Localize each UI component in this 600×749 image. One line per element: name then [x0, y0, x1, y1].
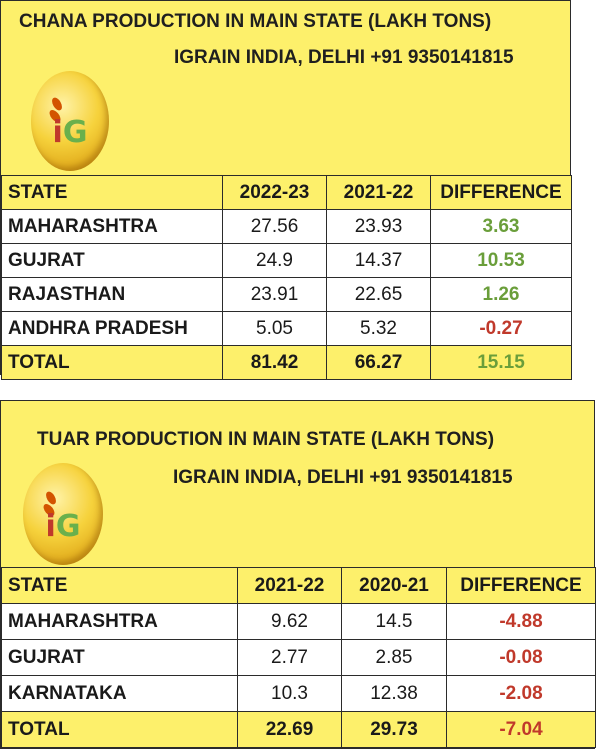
tuar-table: STATE 2021-22 2020-21 DIFFERENCE MAHARAS… [1, 567, 596, 748]
table-header-row: STATE 2021-22 2020-21 DIFFERENCE [1, 567, 596, 604]
table-row: RAJASTHAN 23.91 22.65 1.26 [1, 277, 572, 312]
table-row: KARNATAKA 10.3 12.38 -2.08 [1, 675, 596, 712]
state-cell: GUJRAT [1, 243, 223, 278]
header-state: STATE [1, 567, 238, 604]
total-difference: 15.15 [430, 345, 572, 380]
table-row: GUJRAT 2.77 2.85 -0.08 [1, 639, 596, 676]
total-difference: -7.04 [446, 711, 596, 748]
logo-text: iG [45, 509, 81, 544]
header-year-2: 2020-21 [341, 567, 447, 604]
header-year-1: 2022-23 [222, 175, 327, 210]
value-cell: 23.91 [222, 277, 327, 312]
state-cell: MAHARASHTRA [1, 209, 223, 244]
table-total-row: TOTAL 81.42 66.27 15.15 [1, 345, 572, 380]
difference-cell: 10.53 [430, 243, 572, 278]
total-value: 22.69 [237, 711, 342, 748]
table-total-row: TOTAL 22.69 29.73 -7.04 [1, 711, 596, 748]
header-difference: DIFFERENCE [430, 175, 572, 210]
difference-cell: 1.26 [430, 277, 572, 312]
chana-title: CHANA PRODUCTION IN MAIN STATE (LAKH TON… [19, 11, 492, 32]
total-value: 66.27 [326, 345, 431, 380]
total-value: 81.42 [222, 345, 327, 380]
table-header-row: STATE 2022-23 2021-22 DIFFERENCE [1, 175, 572, 210]
header-year-1: 2021-22 [237, 567, 342, 604]
chana-panel: CHANA PRODUCTION IN MAIN STATE (LAKH TON… [0, 0, 572, 380]
difference-cell: -0.08 [446, 639, 596, 676]
difference-cell: -0.27 [430, 311, 572, 346]
header-year-2: 2021-22 [326, 175, 431, 210]
header-state: STATE [1, 175, 223, 210]
chana-table: STATE 2022-23 2021-22 DIFFERENCE MAHARAS… [1, 175, 572, 380]
table-row: GUJRAT 24.9 14.37 10.53 [1, 243, 572, 278]
value-cell: 22.65 [326, 277, 431, 312]
tuar-title: TUAR PRODUCTION IN MAIN STATE (LAKH TONS… [37, 429, 495, 450]
tuar-subtitle: IGRAIN INDIA, DELHI +91 9350141815 [173, 467, 513, 488]
table-row: ANDHRA PRADESH 5.05 5.32 -0.27 [1, 311, 572, 346]
table-row: MAHARASHTRA 9.62 14.5 -4.88 [1, 603, 596, 640]
total-label: TOTAL [1, 345, 223, 380]
value-cell: 12.38 [341, 675, 447, 712]
difference-cell: 3.63 [430, 209, 572, 244]
state-cell: ANDHRA PRADESH [1, 311, 223, 346]
tuar-panel: TUAR PRODUCTION IN MAIN STATE (LAKH TONS… [0, 400, 596, 749]
state-cell: MAHARASHTRA [1, 603, 238, 640]
value-cell: 24.9 [222, 243, 327, 278]
value-cell: 9.62 [237, 603, 342, 640]
value-cell: 14.5 [341, 603, 447, 640]
value-cell: 27.56 [222, 209, 327, 244]
logo-text: iG [52, 115, 88, 150]
value-cell: 14.37 [326, 243, 431, 278]
igrain-logo: iG [31, 71, 109, 171]
igrain-logo: iG [23, 463, 103, 565]
state-cell: KARNATAKA [1, 675, 238, 712]
value-cell: 2.77 [237, 639, 342, 676]
value-cell: 5.32 [326, 311, 431, 346]
state-cell: RAJASTHAN [1, 277, 223, 312]
value-cell: 23.93 [326, 209, 431, 244]
state-cell: GUJRAT [1, 639, 238, 676]
header-difference: DIFFERENCE [446, 567, 596, 604]
difference-cell: -2.08 [446, 675, 596, 712]
total-value: 29.73 [341, 711, 447, 748]
value-cell: 10.3 [237, 675, 342, 712]
difference-cell: -4.88 [446, 603, 596, 640]
table-row: MAHARASHTRA 27.56 23.93 3.63 [1, 209, 572, 244]
total-label: TOTAL [1, 711, 238, 748]
value-cell: 2.85 [341, 639, 447, 676]
value-cell: 5.05 [222, 311, 327, 346]
chana-subtitle: IGRAIN INDIA, DELHI +91 9350141815 [174, 47, 514, 68]
